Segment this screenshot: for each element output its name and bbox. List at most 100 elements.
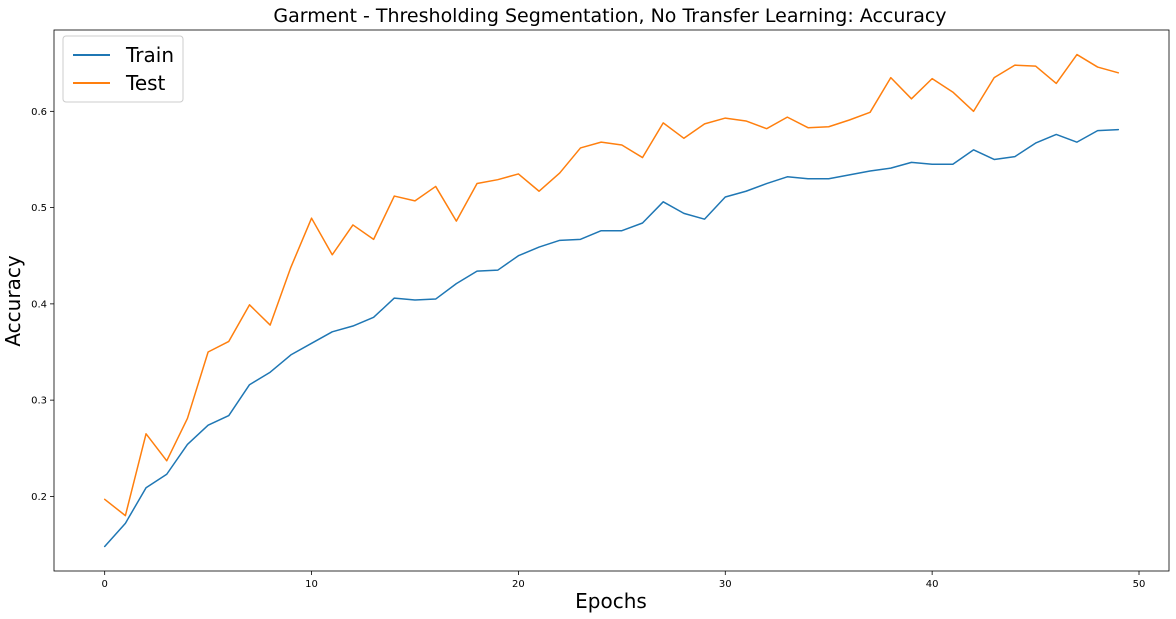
data-point-test <box>145 433 147 435</box>
data-point-train <box>331 331 333 333</box>
x-tick-label: 30 <box>719 579 732 590</box>
data-point-test <box>910 98 912 100</box>
data-point-train <box>497 269 499 271</box>
x-tick-label: 0 <box>101 579 107 590</box>
legend: Train Test <box>62 35 184 103</box>
data-point-test <box>455 220 457 222</box>
data-point-train <box>910 161 912 163</box>
data-point-test <box>248 304 250 306</box>
data-point-test <box>124 514 126 516</box>
data-point-test <box>1076 53 1078 55</box>
data-point-train <box>972 149 974 151</box>
data-point-train <box>538 246 540 248</box>
data-point-test <box>434 185 436 187</box>
data-point-test <box>331 254 333 256</box>
data-point-test <box>724 117 726 119</box>
data-point-train <box>786 176 788 178</box>
data-point-test <box>579 147 581 149</box>
data-point-train <box>848 174 850 176</box>
data-point-train <box>476 270 478 272</box>
data-point-train <box>724 196 726 198</box>
data-point-test <box>993 76 995 78</box>
y-axis-label: Accuracy <box>1 255 25 346</box>
data-point-test <box>476 182 478 184</box>
data-point-test <box>972 110 974 112</box>
data-point-train <box>559 239 561 241</box>
data-point-train <box>1096 129 1098 131</box>
data-point-test <box>228 340 230 342</box>
data-point-train <box>414 299 416 301</box>
x-axis-label: Epochs <box>575 589 647 613</box>
data-point-test <box>166 460 168 462</box>
data-point-test <box>103 498 105 500</box>
data-point-test <box>952 91 954 93</box>
plot-frame <box>53 29 1170 572</box>
data-point-test <box>662 122 664 124</box>
data-point-train <box>931 163 933 165</box>
data-point-test <box>1055 82 1057 84</box>
data-point-train <box>993 158 995 160</box>
data-point-train <box>186 443 188 445</box>
data-point-test <box>765 127 767 129</box>
series-layer <box>103 53 1120 548</box>
legend-label-test: Test <box>125 71 166 95</box>
data-point-test <box>372 238 374 240</box>
data-point-train <box>745 190 747 192</box>
data-point-test <box>1014 64 1016 66</box>
x-tick-label: 20 <box>512 579 525 590</box>
data-point-train <box>207 424 209 426</box>
data-point-test <box>745 120 747 122</box>
data-point-test <box>703 123 705 125</box>
data-point-train <box>890 167 892 169</box>
data-point-test <box>683 137 685 139</box>
data-point-train <box>1117 128 1119 130</box>
data-point-train <box>352 325 354 327</box>
data-point-test <box>786 116 788 118</box>
data-point-test <box>890 76 892 78</box>
data-point-test <box>352 224 354 226</box>
data-point-train <box>765 182 767 184</box>
data-point-train <box>1055 133 1057 135</box>
data-point-test <box>869 111 871 113</box>
data-point-train <box>103 545 105 547</box>
data-point-train <box>952 163 954 165</box>
data-point-train <box>290 354 292 356</box>
y-axis: 0.2 0.3 0.4 0.5 0.6 <box>31 107 54 503</box>
y-tick-label: 0.4 <box>31 299 47 310</box>
chart-title: Garment - Thresholding Segmentation, No … <box>273 5 946 27</box>
data-point-train <box>1076 141 1078 143</box>
y-tick-label: 0.5 <box>31 203 47 214</box>
data-point-test <box>497 178 499 180</box>
data-point-test <box>1117 72 1119 74</box>
x-tick-label: 40 <box>926 579 939 590</box>
data-point-test <box>807 127 809 129</box>
data-point-test <box>641 156 643 158</box>
data-point-test <box>207 351 209 353</box>
data-point-test <box>848 119 850 121</box>
y-tick-label: 0.6 <box>31 107 47 118</box>
data-point-train <box>517 255 519 257</box>
data-point-test <box>538 190 540 192</box>
data-point-train <box>434 298 436 300</box>
data-point-train <box>579 238 581 240</box>
data-point-train <box>455 282 457 284</box>
legend-label-train: Train <box>125 43 174 67</box>
data-point-train <box>248 384 250 386</box>
data-point-test <box>600 141 602 143</box>
legend-box <box>62 35 184 103</box>
data-point-train <box>662 201 664 203</box>
data-point-train <box>828 178 830 180</box>
series-line-train <box>103 128 1120 548</box>
data-point-test <box>559 172 561 174</box>
data-point-test <box>1034 65 1036 67</box>
data-point-test <box>393 195 395 197</box>
data-point-test <box>1096 66 1098 68</box>
data-point-test <box>186 417 188 419</box>
data-point-train <box>166 473 168 475</box>
series-line-test <box>103 53 1120 517</box>
x-tick-label: 10 <box>305 579 318 590</box>
x-tick-label: 50 <box>1133 579 1146 590</box>
data-point-train <box>124 522 126 524</box>
data-point-test <box>621 144 623 146</box>
